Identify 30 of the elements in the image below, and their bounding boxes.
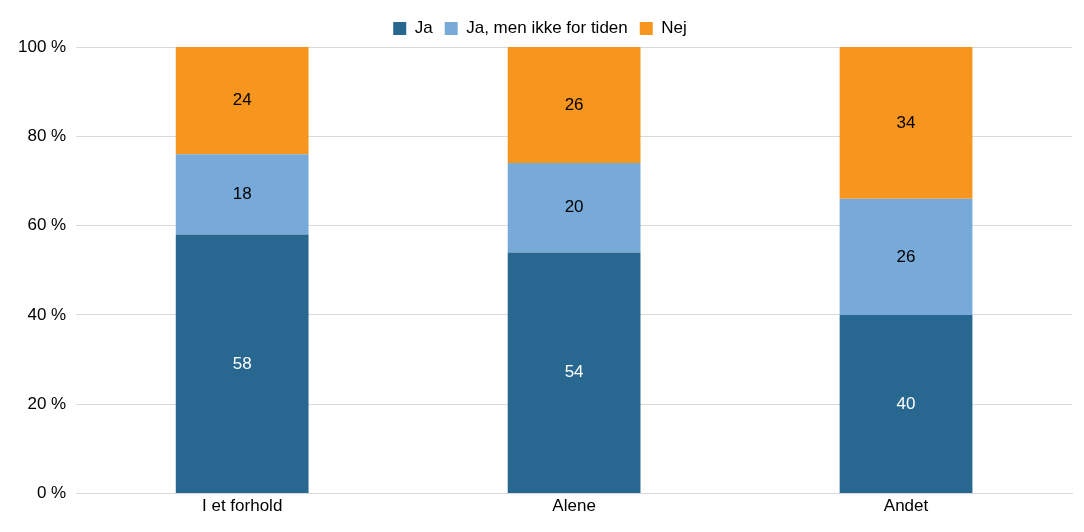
y-tick-label: 60 % — [27, 215, 67, 235]
data-label: 18 — [232, 184, 252, 204]
legend-label: Ja, men ikke for tiden — [466, 18, 628, 38]
y-tick-label: 100 % — [18, 36, 67, 56]
data-label: 40 — [896, 393, 916, 413]
data-label: 26 — [896, 246, 916, 266]
bar — [839, 198, 973, 315]
data-label: 34 — [896, 112, 916, 132]
data-label: 20 — [564, 197, 584, 217]
bar — [507, 47, 641, 164]
bar — [175, 154, 309, 235]
data-label: 24 — [232, 90, 252, 110]
x-tick-label: Alene — [552, 496, 596, 516]
x-tick-label: Andet — [883, 496, 929, 516]
legend-label: Ja — [414, 18, 434, 38]
bar — [839, 314, 973, 494]
y-tick-label: 80 % — [27, 126, 67, 146]
data-label: 58 — [232, 353, 252, 373]
bar — [175, 47, 309, 155]
y-tick-label: 20 % — [27, 393, 67, 413]
y-tick-label: 40 % — [27, 304, 67, 324]
bar — [507, 163, 641, 253]
y-tick-label: 0 % — [36, 483, 67, 503]
bar — [507, 252, 641, 494]
data-label: 54 — [564, 362, 584, 382]
data-label: 26 — [564, 94, 584, 114]
legend-label: Nej — [661, 18, 687, 38]
bar — [175, 234, 309, 494]
x-tick-label: I et forhold — [202, 496, 283, 516]
bar — [839, 47, 973, 199]
